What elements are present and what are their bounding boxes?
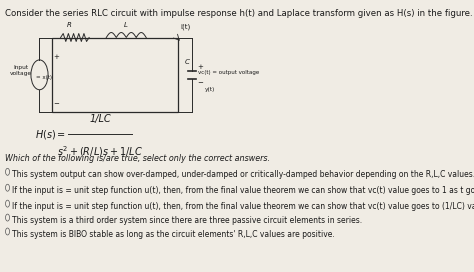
Text: $H(s) =$: $H(s) =$	[35, 128, 66, 141]
Text: +: +	[198, 64, 203, 70]
Text: +: +	[54, 54, 60, 60]
Text: C: C	[185, 59, 190, 65]
Text: i(t): i(t)	[181, 23, 191, 30]
Text: y(t): y(t)	[204, 87, 215, 92]
Text: Consider the series RLC circuit with impulse response h(t) and Laplace transform: Consider the series RLC circuit with imp…	[5, 9, 473, 18]
Text: This system is a third order system since there are three passive circuit elemen: This system is a third order system sinc…	[12, 216, 362, 225]
Text: If the input is = unit step function u(t), then, from the final value theorem we: If the input is = unit step function u(t…	[12, 186, 474, 195]
Text: Which of the following is/are true, select only the correct answers.: Which of the following is/are true, sele…	[5, 154, 270, 163]
Text: This system output can show over-damped, under-damped or critically-damped behav: This system output can show over-damped,…	[12, 170, 474, 179]
Text: = x(t): = x(t)	[36, 75, 52, 80]
Text: −: −	[54, 101, 60, 107]
Text: R: R	[67, 21, 72, 27]
Text: vᴄ(t) = output voltage: vᴄ(t) = output voltage	[198, 70, 259, 75]
Text: $s^2 + (R/L)s + 1/LC$: $s^2 + (R/L)s + 1/LC$	[57, 144, 143, 159]
Text: −: −	[198, 80, 203, 86]
Text: L: L	[124, 21, 128, 27]
Text: 1/LC: 1/LC	[89, 114, 111, 124]
Text: Input
voltage: Input voltage	[9, 66, 32, 76]
Bar	[52, 38, 178, 112]
Text: If the input is = unit step function u(t), then, from the final value theorem we: If the input is = unit step function u(t…	[12, 202, 474, 211]
Text: This system is BIBO stable as long as the circuit elements' R,L,C values are pos: This system is BIBO stable as long as th…	[12, 230, 335, 239]
